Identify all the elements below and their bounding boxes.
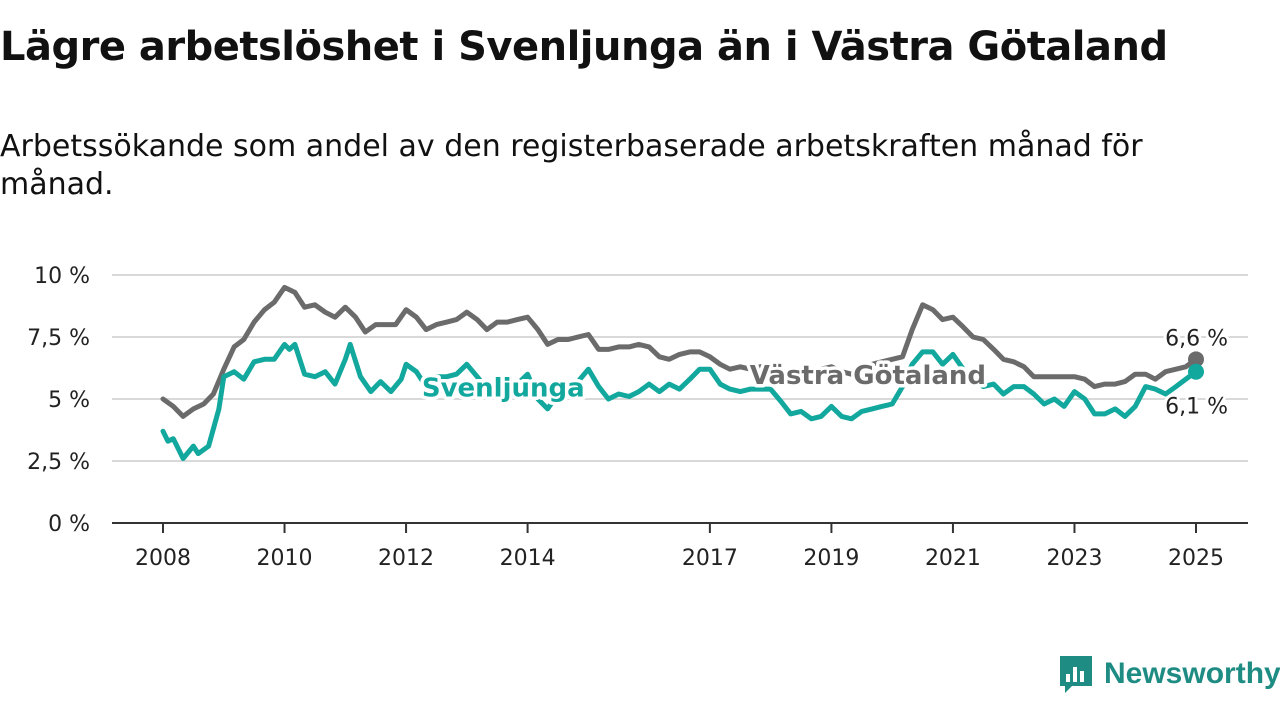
y-axis-ticks: 0 % 2,5 % 5 % 7,5 % 10 % (27, 264, 90, 537)
y-tick-label: 5 % (48, 388, 90, 413)
newsworthy-icon (1060, 656, 1092, 693)
page-subtitle: Arbetssökande som andel av den registerb… (0, 129, 1143, 202)
x-axis: 2008 2010 2012 2014 2017 2019 2021 2023 2025 (112, 522, 1248, 571)
series-line-v-stra-g-taland (160, 284, 1199, 419)
series-label: Svenljunga (422, 374, 585, 404)
series-label: Västra Götaland (750, 361, 986, 391)
x-tick-label: 2021 (925, 546, 981, 571)
end-marker (1188, 351, 1204, 368)
end-value-label: 6,6 % (1165, 326, 1228, 351)
end-markers: 6,6 % 6,1 % (1162, 323, 1231, 422)
end-value-label: 6,1 % (1165, 395, 1228, 420)
page-title: Lägre arbetslöshet i Svenljunga än i Väs… (0, 24, 1168, 70)
brand-name: Newsworthy (1104, 657, 1280, 690)
x-tick-label: 2008 (135, 546, 191, 571)
series-line-svenljunga (160, 341, 1199, 461)
y-tick-label: 7,5 % (27, 326, 90, 351)
grid-lines (112, 274, 1248, 462)
y-tick-label: 10 % (34, 264, 90, 289)
x-tick-label: 2025 (1168, 546, 1224, 571)
series-lines (160, 284, 1199, 461)
x-tick-label: 2010 (257, 546, 313, 571)
x-tick-label: 2017 (682, 546, 738, 571)
x-tick-label: 2023 (1046, 546, 1102, 571)
end-marker (1188, 363, 1204, 380)
newsworthy-logo: Newsworthy (1058, 654, 1280, 694)
series-annotations: Svenljunga Västra Götaland (418, 358, 989, 407)
y-tick-label: 0 % (48, 512, 90, 537)
x-tick-label: 2019 (803, 546, 859, 571)
x-tick-label: 2012 (378, 546, 434, 571)
x-tick-label: 2014 (500, 546, 556, 571)
y-tick-label: 2,5 % (27, 450, 90, 475)
